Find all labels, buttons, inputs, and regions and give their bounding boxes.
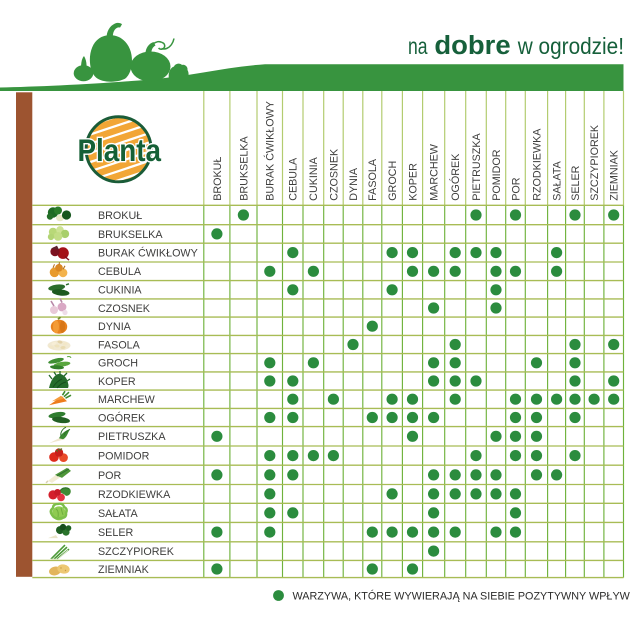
svg-text:POMIDOR: POMIDOR xyxy=(491,149,503,201)
svg-text:OGÓREK: OGÓREK xyxy=(98,411,146,424)
svg-text:RZODKIEWKA: RZODKIEWKA xyxy=(531,128,543,201)
svg-text:DYNIA: DYNIA xyxy=(348,167,360,201)
svg-text:SELER: SELER xyxy=(98,527,133,539)
svg-text:ZIEMNIAK: ZIEMNIAK xyxy=(609,149,621,201)
svg-text:CEBULA: CEBULA xyxy=(288,157,300,201)
svg-text:SZCZYPIOREK: SZCZYPIOREK xyxy=(98,546,175,558)
svg-text:CZOSNEK: CZOSNEK xyxy=(328,148,340,201)
svg-text:RZODKIEWKA: RZODKIEWKA xyxy=(98,489,171,501)
svg-text:ZIEMNIAK: ZIEMNIAK xyxy=(98,564,150,576)
svg-text:SELER: SELER xyxy=(570,165,582,200)
svg-text:MARCHEW: MARCHEW xyxy=(98,394,156,406)
svg-text:BROKUŁ: BROKUŁ xyxy=(212,157,224,201)
svg-text:WARZYWA, KTÓRE WYWIERAJĄ NA SI: WARZYWA, KTÓRE WYWIERAJĄ NA SIEBIE POZYT… xyxy=(293,590,631,603)
svg-text:POR: POR xyxy=(98,470,122,482)
svg-text:FASOLA: FASOLA xyxy=(98,339,141,351)
svg-text:BURAK ĆWIKŁOWY: BURAK ĆWIKŁOWY xyxy=(98,247,198,260)
svg-text:GROCH: GROCH xyxy=(98,358,138,370)
svg-text:SAŁATA: SAŁATA xyxy=(552,160,564,200)
svg-text:PIETRUSZKA: PIETRUSZKA xyxy=(471,132,483,200)
svg-text:w ogrodzie!: w ogrodzie! xyxy=(517,33,624,59)
svg-text:POR: POR xyxy=(510,177,522,201)
svg-text:SAŁATA: SAŁATA xyxy=(98,508,138,520)
svg-text:MARCHEW: MARCHEW xyxy=(429,143,441,201)
svg-text:BRUKSELKA: BRUKSELKA xyxy=(238,135,250,200)
svg-text:KOPER: KOPER xyxy=(98,376,136,388)
svg-text:POMIDOR: POMIDOR xyxy=(98,451,150,463)
svg-text:dobre: dobre xyxy=(434,30,510,60)
svg-text:CUKINIA: CUKINIA xyxy=(98,285,142,297)
svg-text:BURAK ĆWIKŁOWY: BURAK ĆWIKŁOWY xyxy=(264,101,277,201)
svg-text:PIETRUSZKA: PIETRUSZKA xyxy=(98,431,166,443)
svg-text:OGÓREK: OGÓREK xyxy=(449,153,462,201)
svg-text:CZOSNEK: CZOSNEK xyxy=(98,303,151,315)
svg-text:CEBULA: CEBULA xyxy=(98,266,142,278)
svg-text:na: na xyxy=(408,33,428,59)
svg-text:BROKUŁ: BROKUŁ xyxy=(98,210,142,222)
svg-text:CUKINIA: CUKINIA xyxy=(308,156,320,200)
svg-text:KOPER: KOPER xyxy=(407,163,419,201)
svg-text:FASOLA: FASOLA xyxy=(367,158,379,201)
svg-text:Planta: Planta xyxy=(78,132,162,168)
svg-text:GROCH: GROCH xyxy=(387,161,399,201)
svg-text:SZCZYPIOREK: SZCZYPIOREK xyxy=(589,124,601,201)
svg-text:DYNIA: DYNIA xyxy=(98,321,132,333)
svg-text:BRUKSELKA: BRUKSELKA xyxy=(98,229,163,241)
